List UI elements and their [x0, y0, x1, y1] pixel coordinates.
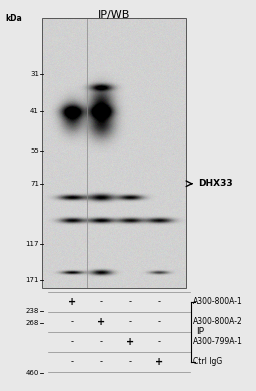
Bar: [42, 18, 186, 288]
Text: -: -: [157, 317, 161, 326]
Text: 117: 117: [26, 241, 39, 248]
Text: 55: 55: [30, 147, 39, 154]
Text: -: -: [70, 337, 73, 346]
Text: 460: 460: [26, 370, 39, 377]
Text: +: +: [126, 337, 134, 347]
Text: -: -: [70, 357, 73, 366]
Text: Ctrl IgG: Ctrl IgG: [193, 357, 222, 366]
Text: 268: 268: [26, 319, 39, 326]
Text: -: -: [129, 357, 132, 366]
Text: -: -: [129, 298, 132, 307]
Text: -: -: [70, 317, 73, 326]
Text: kDa: kDa: [5, 14, 22, 23]
Text: 31: 31: [30, 71, 39, 77]
Text: -: -: [100, 337, 102, 346]
Text: -: -: [157, 298, 161, 307]
Text: -: -: [100, 357, 102, 366]
Text: -: -: [157, 337, 161, 346]
Text: +: +: [155, 357, 163, 367]
Text: -: -: [100, 298, 102, 307]
Text: 171: 171: [26, 276, 39, 283]
Text: +: +: [68, 297, 76, 307]
Text: 41: 41: [30, 108, 39, 115]
Text: 71: 71: [30, 181, 39, 187]
Text: IP: IP: [196, 328, 204, 337]
Text: A300-800A-2: A300-800A-2: [193, 317, 243, 326]
Text: +: +: [97, 317, 105, 327]
Text: A300-799A-1: A300-799A-1: [193, 337, 243, 346]
Text: -: -: [129, 317, 132, 326]
Text: IP/WB: IP/WB: [98, 10, 130, 20]
Text: DHX33: DHX33: [198, 179, 233, 188]
Text: 238: 238: [26, 308, 39, 314]
Text: A300-800A-1: A300-800A-1: [193, 298, 243, 307]
